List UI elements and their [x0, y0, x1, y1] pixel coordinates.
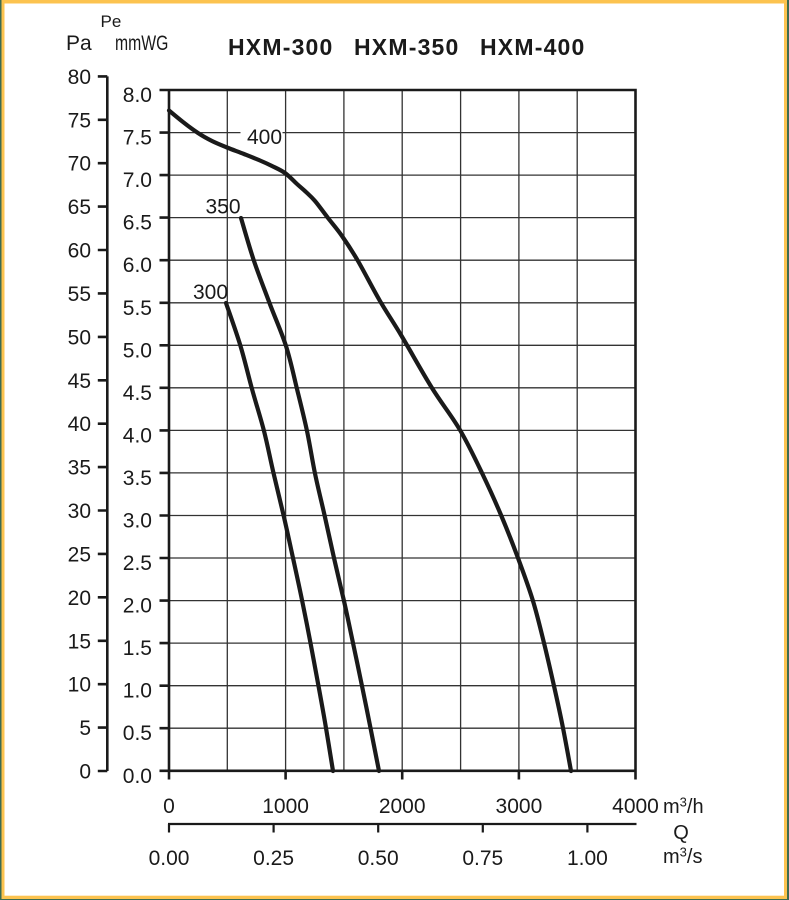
svg-text:5.5: 5.5	[123, 297, 152, 320]
svg-text:0: 0	[79, 761, 91, 784]
svg-text:7.0: 7.0	[123, 169, 152, 192]
svg-text:Pe: Pe	[101, 12, 122, 31]
svg-text:mmWG: mmWG	[115, 31, 168, 55]
svg-text:1.5: 1.5	[123, 637, 152, 660]
svg-text:25: 25	[68, 543, 91, 566]
svg-text:4000: 4000	[612, 795, 659, 818]
svg-text:3000: 3000	[496, 795, 543, 818]
svg-text:0: 0	[163, 795, 175, 818]
svg-text:65: 65	[68, 196, 91, 219]
svg-text:0.5: 0.5	[123, 722, 152, 745]
svg-text:6.0: 6.0	[123, 254, 152, 277]
svg-text:400: 400	[247, 126, 282, 149]
svg-text:5: 5	[79, 717, 91, 740]
svg-text:4.5: 4.5	[123, 382, 152, 405]
svg-text:0.75: 0.75	[462, 847, 503, 870]
svg-text:10: 10	[68, 674, 91, 697]
svg-text:Q: Q	[673, 822, 689, 844]
svg-text:4.0: 4.0	[123, 424, 152, 447]
svg-text:7.5: 7.5	[123, 127, 152, 150]
svg-text:1.0: 1.0	[123, 680, 152, 703]
svg-text:60: 60	[68, 240, 91, 263]
svg-text:2.0: 2.0	[123, 595, 152, 618]
svg-text:80: 80	[68, 66, 91, 89]
svg-text:0.50: 0.50	[358, 847, 399, 870]
svg-text:30: 30	[68, 500, 91, 523]
svg-text:5.0: 5.0	[123, 339, 152, 362]
svg-text:6.5: 6.5	[123, 212, 152, 235]
svg-text:75: 75	[68, 109, 91, 132]
svg-text:1.00: 1.00	[567, 847, 608, 870]
svg-text:300: 300	[193, 281, 228, 304]
svg-text:HXM-400: HXM-400	[480, 34, 586, 60]
svg-text:0.25: 0.25	[253, 847, 294, 870]
svg-text:m3/s: m3/s	[663, 845, 702, 869]
svg-text:0.0: 0.0	[123, 765, 152, 788]
svg-text:55: 55	[68, 283, 91, 306]
svg-text:70: 70	[68, 153, 91, 176]
svg-text:m3/h: m3/h	[663, 795, 704, 819]
svg-text:45: 45	[68, 370, 91, 393]
svg-text:0.00: 0.00	[149, 847, 190, 870]
svg-text:HXM-300: HXM-300	[228, 34, 334, 60]
svg-text:3.0: 3.0	[123, 510, 152, 533]
svg-text:35: 35	[68, 457, 91, 480]
svg-text:3.5: 3.5	[123, 467, 152, 490]
svg-text:2.5: 2.5	[123, 552, 152, 575]
svg-text:20: 20	[68, 587, 91, 610]
svg-text:50: 50	[68, 326, 91, 349]
svg-text:HXM-350: HXM-350	[354, 34, 460, 60]
svg-text:40: 40	[68, 413, 91, 436]
svg-text:Pa: Pa	[66, 32, 92, 55]
svg-text:2000: 2000	[379, 795, 426, 818]
svg-text:8.0: 8.0	[123, 84, 152, 107]
svg-text:1000: 1000	[262, 795, 309, 818]
svg-text:350: 350	[206, 196, 241, 219]
svg-text:15: 15	[68, 630, 91, 653]
